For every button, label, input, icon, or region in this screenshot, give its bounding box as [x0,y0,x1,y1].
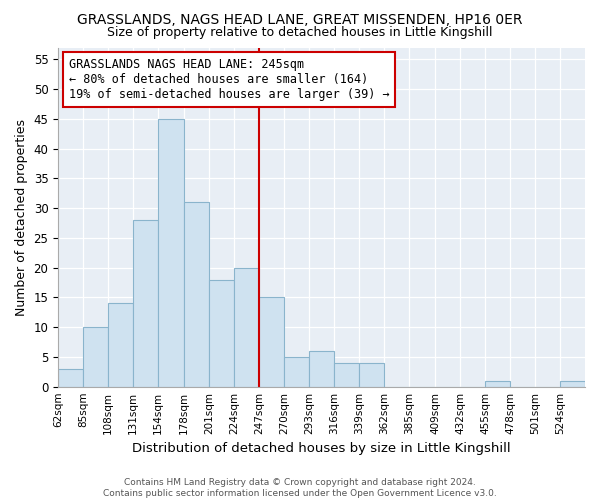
Bar [334,363,359,386]
Bar [108,304,133,386]
Text: Size of property relative to detached houses in Little Kingshill: Size of property relative to detached ho… [107,26,493,39]
Bar [284,357,309,386]
Bar [83,327,108,386]
Text: GRASSLANDS, NAGS HEAD LANE, GREAT MISSENDEN, HP16 0ER: GRASSLANDS, NAGS HEAD LANE, GREAT MISSEN… [77,12,523,26]
Bar [133,220,158,386]
Y-axis label: Number of detached properties: Number of detached properties [15,118,28,316]
Bar [560,380,585,386]
Bar [234,268,259,386]
Bar [184,202,209,386]
Text: Contains HM Land Registry data © Crown copyright and database right 2024.
Contai: Contains HM Land Registry data © Crown c… [103,478,497,498]
Bar [485,380,510,386]
Bar [259,298,284,386]
Bar [359,363,384,386]
Bar [309,351,334,386]
Bar [158,119,184,386]
Bar [58,369,83,386]
Text: GRASSLANDS NAGS HEAD LANE: 245sqm
← 80% of detached houses are smaller (164)
19%: GRASSLANDS NAGS HEAD LANE: 245sqm ← 80% … [68,58,389,100]
X-axis label: Distribution of detached houses by size in Little Kingshill: Distribution of detached houses by size … [132,442,511,455]
Bar [209,280,234,386]
